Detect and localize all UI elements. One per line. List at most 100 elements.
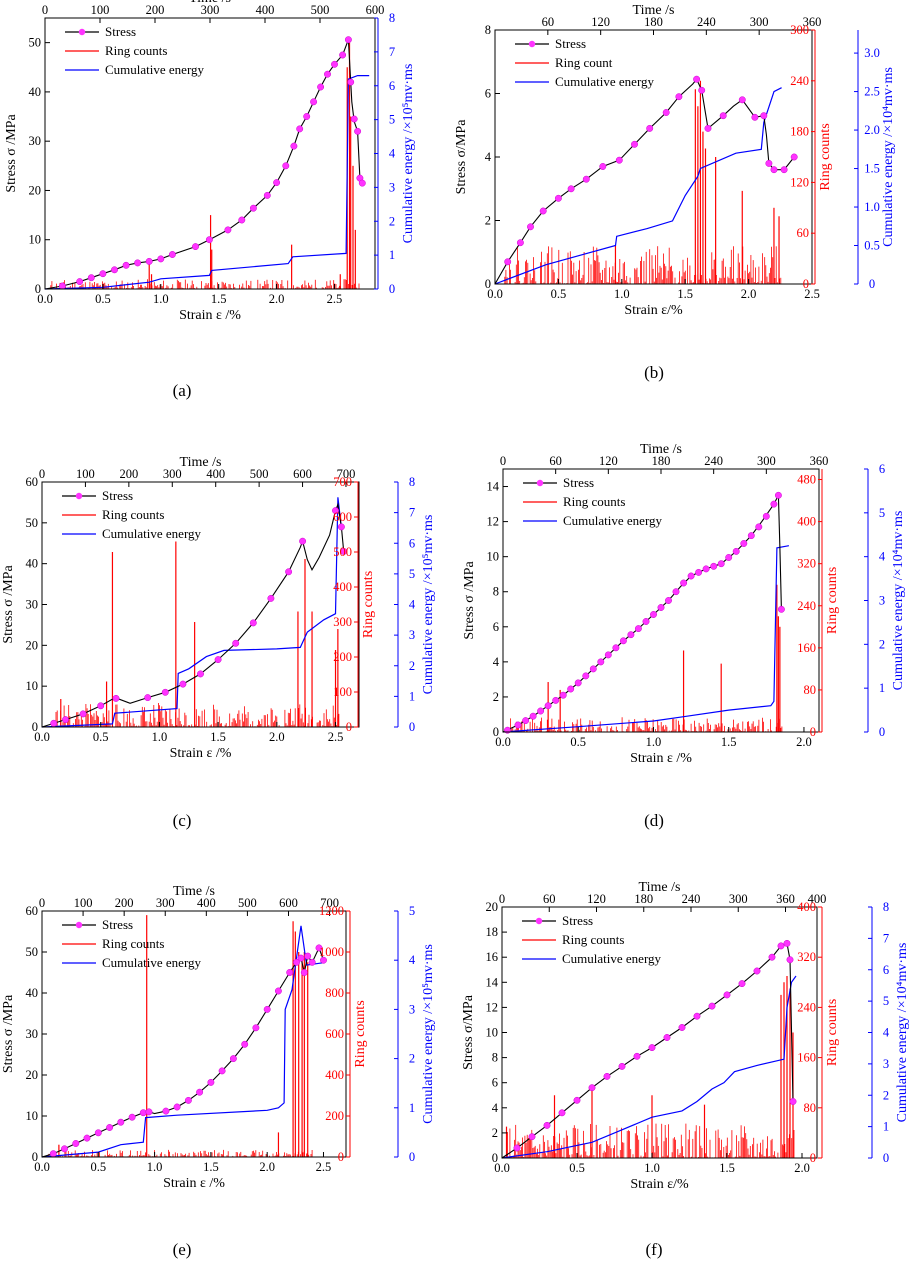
stress-point [205, 236, 213, 244]
energy-axis-title: Cumulative energy /×10⁴mv·ms [895, 943, 910, 1123]
stress-point [241, 1040, 249, 1048]
x-tick-label: 1.0 [644, 1161, 660, 1175]
ring-counts-series [500, 80, 783, 284]
time-axis-title: Time /s [633, 3, 675, 18]
x-tick-label: 2.0 [741, 287, 757, 301]
ring-tick-label: 800 [325, 986, 344, 1000]
stress-point [599, 163, 607, 170]
ring-axis-title: Ring counts [353, 1000, 368, 1067]
y-tick-label: 30 [29, 134, 42, 148]
x-tick-label: 1.0 [152, 730, 168, 744]
y-tick-label: 2 [492, 1126, 498, 1140]
x-tick-label: 1.0 [614, 287, 630, 301]
stress-point [161, 688, 169, 696]
x-tick-label: 0.5 [551, 287, 567, 301]
stress-point [627, 631, 635, 639]
stress-point [723, 991, 731, 999]
energy-tick-label: 1.0 [864, 200, 880, 214]
y-tick-label: 16 [486, 950, 499, 964]
x-tick-label: 1.5 [210, 730, 226, 744]
x-tick-label: 0.5 [90, 1160, 106, 1174]
y-tick-label: 10 [26, 1109, 39, 1123]
stress-point [738, 96, 746, 104]
ring-tick-label: 400 [797, 900, 816, 914]
stress-point [777, 942, 785, 950]
legend-label: Cumulative energy [555, 74, 655, 89]
stress-point [675, 93, 683, 101]
stress-point [134, 259, 142, 267]
time-axis-title: Time /s [189, 0, 231, 6]
ring-tick-label: 240 [790, 74, 809, 88]
energy-tick-label: 3 [409, 1002, 415, 1016]
time-tick-label: 300 [163, 467, 182, 481]
stress-point [634, 625, 642, 633]
x-tick-label: 2.5 [328, 730, 344, 744]
stress-line [41, 946, 325, 1158]
time-tick-label: 0 [39, 467, 45, 481]
stress-point [304, 952, 312, 960]
time-tick-label: 400 [206, 467, 225, 481]
time-tick-label: 60 [542, 15, 555, 29]
time-axis-title: Time /s [640, 442, 682, 457]
stress-point [317, 83, 325, 91]
stress-point [144, 694, 152, 702]
stress-point [710, 562, 718, 570]
stress-point [717, 560, 725, 568]
stress-point [173, 1103, 181, 1111]
stress-point [751, 113, 759, 121]
legend-label: Ring counts [105, 43, 167, 58]
energy-tick-label: 1 [879, 681, 885, 695]
x-axis-title: Strain ε/% [624, 303, 683, 318]
y-tick-label: 30 [26, 598, 39, 612]
stress-line [44, 39, 363, 290]
ring-tick-label: 600 [333, 510, 352, 524]
energy-tick-label: 7 [389, 45, 395, 59]
y-axis-title: Stress σ /MPa [4, 114, 19, 193]
stress-point [337, 523, 345, 531]
legend-label: Cumulative energy [105, 62, 205, 77]
time-tick-label: 0 [499, 892, 505, 906]
x-tick-label: 1.5 [677, 287, 693, 301]
stress-point [663, 1034, 671, 1041]
stress-point [290, 142, 298, 150]
energy-tick-label: 0 [389, 282, 395, 296]
y-tick-label: 30 [26, 1027, 39, 1041]
stress-point [229, 1055, 237, 1063]
stress-point [777, 605, 785, 613]
stress-point [344, 36, 352, 44]
x-tick-label: 0.0 [495, 735, 511, 749]
stress-point [770, 166, 778, 174]
ring-tick-label: 600 [325, 1027, 344, 1041]
legend-label: Ring counts [102, 507, 164, 522]
stress-point [79, 710, 87, 718]
y-tick-label: 10 [487, 550, 500, 564]
ring-tick-label: 180 [790, 125, 809, 139]
y-tick-label: 6 [485, 87, 491, 101]
stress-point [755, 523, 763, 531]
y-tick-label: 50 [26, 945, 39, 959]
y-tick-label: 40 [26, 986, 39, 1000]
stress-markers [58, 36, 366, 290]
ring-counts-series [50, 42, 360, 289]
x-tick-label: 0.0 [34, 1160, 50, 1174]
time-tick-label: 360 [803, 15, 822, 29]
stress-point [618, 1062, 626, 1070]
ring-axis-title: Ring counts [825, 567, 840, 634]
legend: Stress Ring counts Cumulative energy [522, 913, 662, 966]
energy-tick-label: 3 [883, 1057, 889, 1071]
ring-tick-label: 80 [804, 683, 817, 697]
y-axis-title: Stress σ/MPa [454, 119, 469, 195]
time-tick-label: 600 [366, 3, 385, 17]
stress-point [704, 124, 712, 132]
time-tick-label: 180 [652, 454, 671, 468]
ring-tick-label: 1000 [319, 945, 344, 959]
stress-point [157, 255, 165, 263]
stress-point [99, 270, 107, 278]
energy-tick-label: 2 [879, 637, 885, 651]
y-tick-label: 2 [485, 214, 491, 228]
stress-point [267, 594, 275, 602]
ring-tick-label: 240 [797, 599, 816, 613]
stress-point [324, 70, 331, 78]
